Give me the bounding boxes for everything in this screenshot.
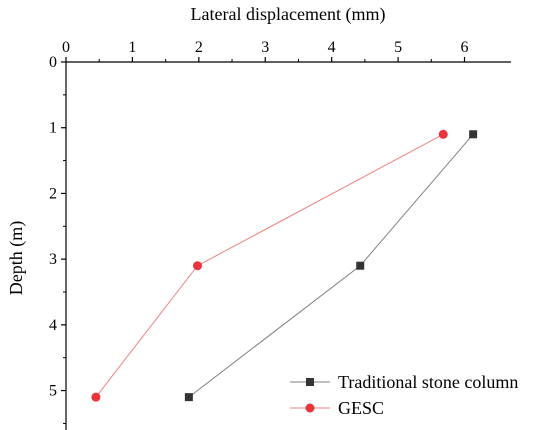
y-tick-label: 0 <box>49 54 57 71</box>
series-layer <box>91 129 478 402</box>
legend-label: GESC <box>338 398 384 418</box>
x-axis-title: Lateral displacement (mm) <box>191 4 386 25</box>
data-point-circle <box>193 261 203 271</box>
x-tick-label: 3 <box>261 39 269 56</box>
series-line-0 <box>188 133 474 398</box>
series-line-1 <box>95 133 444 398</box>
legend-label: Traditional stone column <box>338 372 518 392</box>
legend-marker-square <box>306 378 314 386</box>
y-tick-label: 1 <box>49 120 57 137</box>
x-tick-label: 1 <box>128 39 136 56</box>
data-point-circle <box>91 392 101 402</box>
y-tick-label: 4 <box>49 317 57 334</box>
legend: Traditional stone column GESC <box>290 372 518 418</box>
data-point-square <box>184 393 193 402</box>
x-tick-label: 4 <box>328 39 336 56</box>
x-tick-label: 5 <box>394 39 402 56</box>
y-tick-label: 2 <box>49 185 57 202</box>
axes: 0 1 2 3 4 5 6 0 1 2 3 4 5 <box>49 39 511 430</box>
y-tick-label: 5 <box>49 383 57 400</box>
x-tick-label: 2 <box>195 39 203 56</box>
x-tick-label: 0 <box>62 39 70 56</box>
y-tick-label: 3 <box>49 251 57 268</box>
y-axis-title: Depth (m) <box>6 221 27 295</box>
data-point-circle <box>438 129 448 139</box>
data-point-square <box>356 261 365 270</box>
x-tick-label: 6 <box>461 39 469 56</box>
legend-marker-circle <box>305 403 315 413</box>
data-point-square <box>469 130 478 139</box>
